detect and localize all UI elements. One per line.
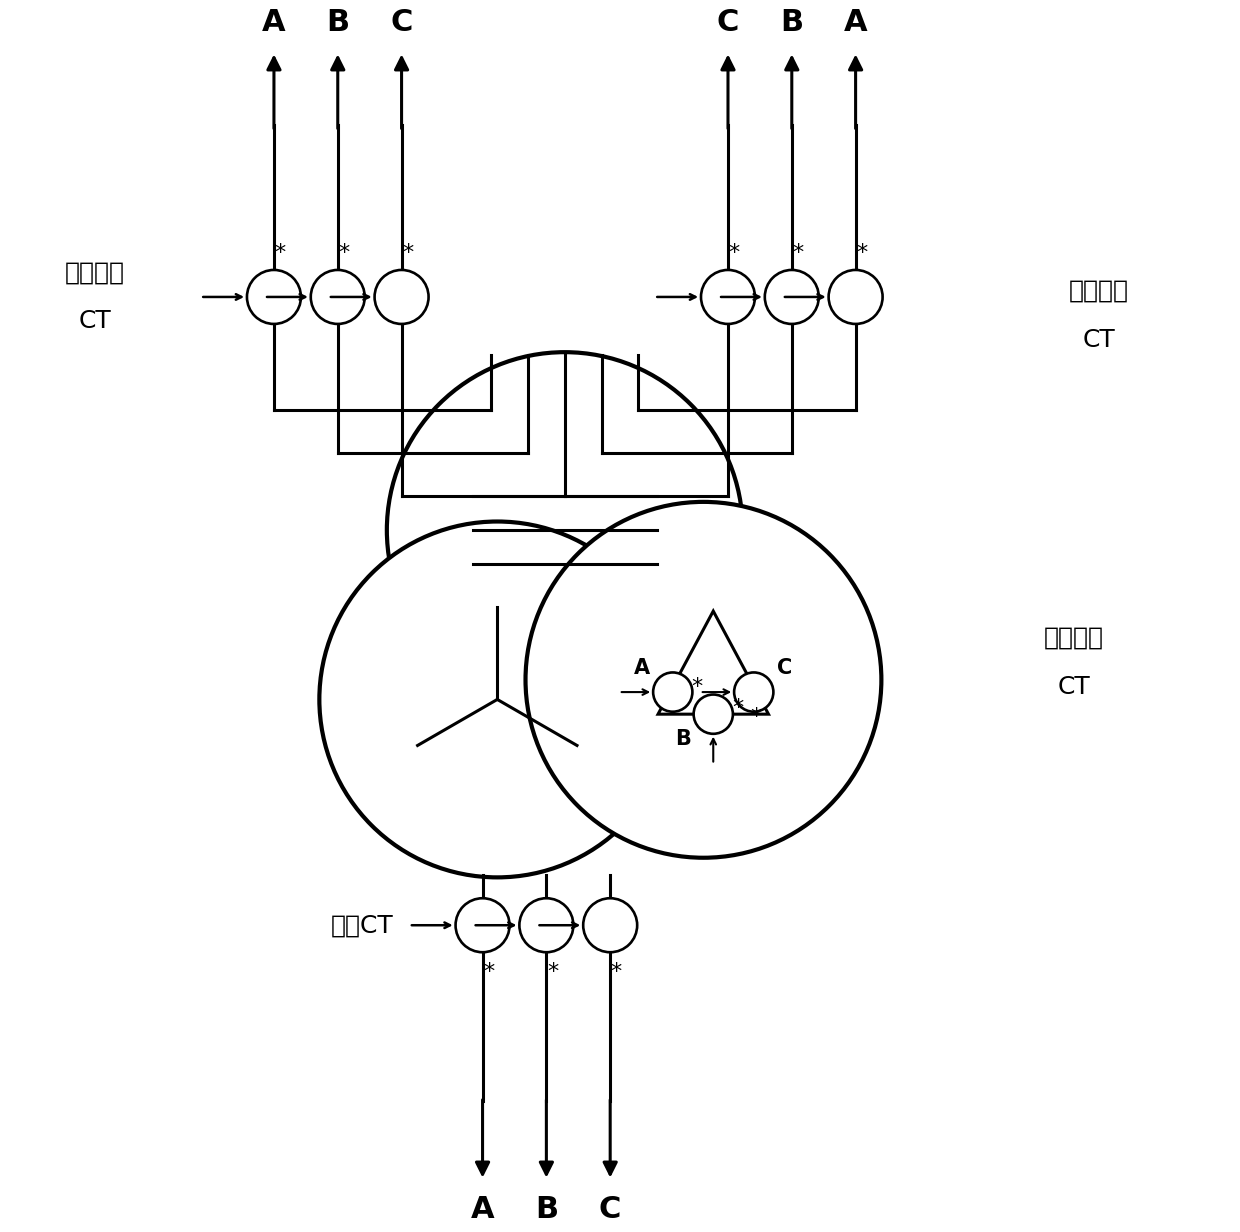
Text: C: C: [776, 658, 792, 678]
Text: C: C: [717, 7, 739, 37]
Text: C: C: [599, 1195, 621, 1225]
Text: *: *: [792, 243, 804, 262]
Circle shape: [765, 270, 818, 324]
Text: *: *: [339, 243, 350, 262]
Circle shape: [828, 270, 883, 324]
Circle shape: [701, 270, 755, 324]
Circle shape: [455, 898, 510, 952]
Text: A: A: [634, 658, 650, 678]
Text: CT: CT: [1058, 675, 1090, 700]
Circle shape: [583, 898, 637, 952]
Text: *: *: [274, 243, 285, 262]
Text: CT: CT: [1083, 328, 1115, 352]
Text: A: A: [843, 7, 868, 37]
Text: A: A: [471, 1195, 495, 1225]
Text: 网侧尾端: 网侧尾端: [1069, 278, 1128, 303]
Text: *: *: [856, 243, 867, 262]
Text: CT: CT: [78, 309, 112, 334]
Circle shape: [693, 695, 733, 734]
Text: B: B: [534, 1195, 558, 1225]
Text: *: *: [547, 962, 558, 982]
Text: *: *: [732, 699, 744, 718]
Circle shape: [653, 673, 692, 712]
Circle shape: [374, 270, 429, 324]
Circle shape: [387, 352, 743, 708]
Circle shape: [734, 673, 774, 712]
Text: C: C: [391, 7, 413, 37]
Text: A: A: [262, 7, 285, 37]
Text: 网侧首端: 网侧首端: [64, 260, 125, 285]
Text: 平衡绕组: 平衡绕组: [1044, 626, 1104, 650]
Circle shape: [320, 521, 676, 877]
Text: *: *: [728, 243, 740, 262]
Text: *: *: [484, 962, 495, 982]
Circle shape: [520, 898, 573, 952]
Text: 阀侧CT: 阀侧CT: [331, 913, 393, 938]
Text: B: B: [675, 728, 691, 749]
Text: *: *: [692, 678, 703, 697]
Circle shape: [311, 270, 365, 324]
Text: *: *: [610, 962, 622, 982]
Text: B: B: [780, 7, 804, 37]
Text: B: B: [326, 7, 350, 37]
Circle shape: [526, 501, 882, 857]
Text: *: *: [750, 707, 761, 727]
Circle shape: [247, 270, 301, 324]
Text: *: *: [402, 243, 413, 262]
